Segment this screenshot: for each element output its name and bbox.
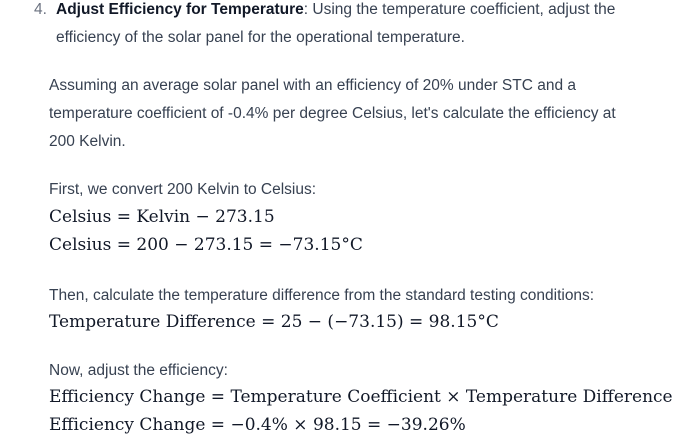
- list-item-text-1: : Using the temperature coefficient, adj…: [303, 1, 616, 18]
- list-item-line-2: efficiency of the solar panel for the op…: [56, 29, 465, 46]
- equation-efficiency-change-formula: Efficiency Change = Temperature Coeffici…: [49, 387, 673, 407]
- equation-celsius-formula: Celsius = Kelvin − 273.15: [49, 207, 275, 227]
- para1-line-3: 200 Kelvin.: [49, 133, 126, 150]
- para2-intro: First, we convert 200 Kelvin to Celsius:: [49, 181, 317, 198]
- equation-efficiency-change-value: Efficiency Change = −0.4% × 98.15 = −39.…: [49, 415, 466, 435]
- equation-temperature-difference: Temperature Difference = 25 − (−73.15) =…: [49, 312, 499, 332]
- list-number: 4.: [34, 1, 47, 18]
- para1-line-2: temperature coefficient of -0.4% per deg…: [49, 105, 616, 122]
- para3-intro: Then, calculate the temperature differen…: [49, 287, 595, 304]
- list-item-line-1: Adjust Efficiency for Temperature: Using…: [56, 0, 615, 20]
- equation-celsius-value: Celsius = 200 − 273.15 = −73.15°C: [49, 235, 363, 255]
- list-item-title: Adjust Efficiency for Temperature: [56, 1, 304, 18]
- para1-line-1: Assuming an average solar panel with an …: [49, 77, 577, 94]
- para4-intro: Now, adjust the efficiency:: [49, 362, 228, 379]
